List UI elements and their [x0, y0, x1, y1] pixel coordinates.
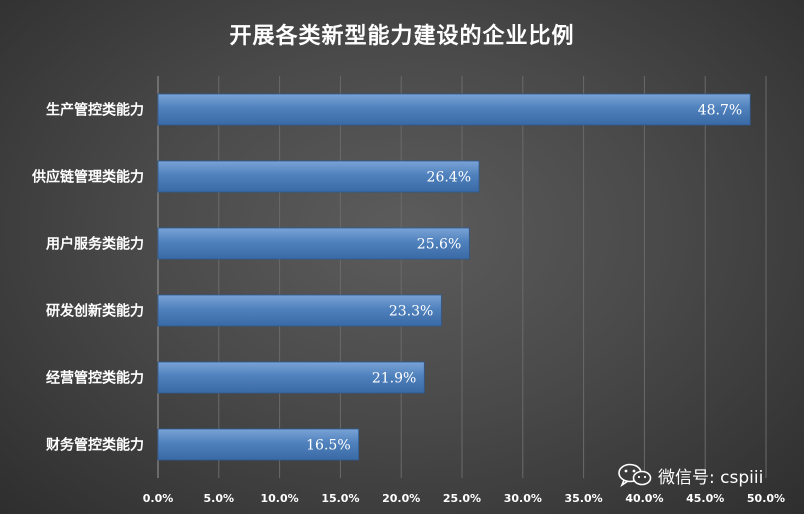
category-label: 供应链管理类能力 [31, 169, 144, 186]
category-label: 经营管控类能力 [46, 370, 144, 387]
x-tick-label: 50.0% [747, 492, 785, 505]
x-tick-label: 25.0% [443, 492, 481, 505]
x-tick-label: 45.0% [686, 492, 724, 505]
bar [157, 93, 751, 126]
x-tick-label: 30.0% [504, 492, 542, 505]
bar [157, 294, 442, 327]
data-label: 48.7% [698, 103, 742, 119]
category-label: 用户服务类能力 [46, 236, 144, 253]
data-label: 25.6% [417, 237, 461, 253]
bar [157, 428, 360, 461]
x-tick-label: 15.0% [321, 492, 359, 505]
bar [157, 361, 425, 394]
wechat-icon [618, 463, 652, 487]
x-tick-label: 0.0% [143, 492, 174, 505]
watermark-text: 微信号: cspiii [658, 467, 764, 488]
data-label: 16.5% [306, 438, 350, 454]
category-label: 财务管控类能力 [45, 437, 144, 454]
bars: 48.7% 26.4% 25.6% 23.3% 21.9% 16.5% [157, 93, 751, 461]
watermark: 微信号: cspiii [618, 462, 763, 488]
category-labels: 生产管控类能力供应链管理类能力用户服务类能力研发创新类能力经营管控类能力财务管控… [31, 102, 144, 454]
bar [157, 227, 470, 260]
bar [157, 160, 480, 193]
chart-title: 开展各类新型能力建设的企业比例 [229, 24, 575, 49]
x-tick-label: 20.0% [382, 492, 420, 505]
x-tick-label: 10.0% [261, 492, 299, 505]
gridlines [157, 76, 767, 478]
data-label: 23.3% [389, 304, 433, 320]
x-tick-label: 35.0% [565, 492, 603, 505]
x-tick-label: 5.0% [204, 492, 235, 505]
x-axis-tick-labels: 0.0% 5.0% 10.0% 15.0% 20.0% 25.0% 30.0% 35.0% 40… [143, 492, 785, 505]
data-label: 26.4% [427, 170, 471, 186]
data-label: 21.9% [372, 371, 416, 387]
category-label: 生产管控类能力 [46, 102, 144, 119]
x-tick-label: 40.0% [625, 492, 663, 505]
category-label: 研发创新类能力 [46, 303, 144, 320]
